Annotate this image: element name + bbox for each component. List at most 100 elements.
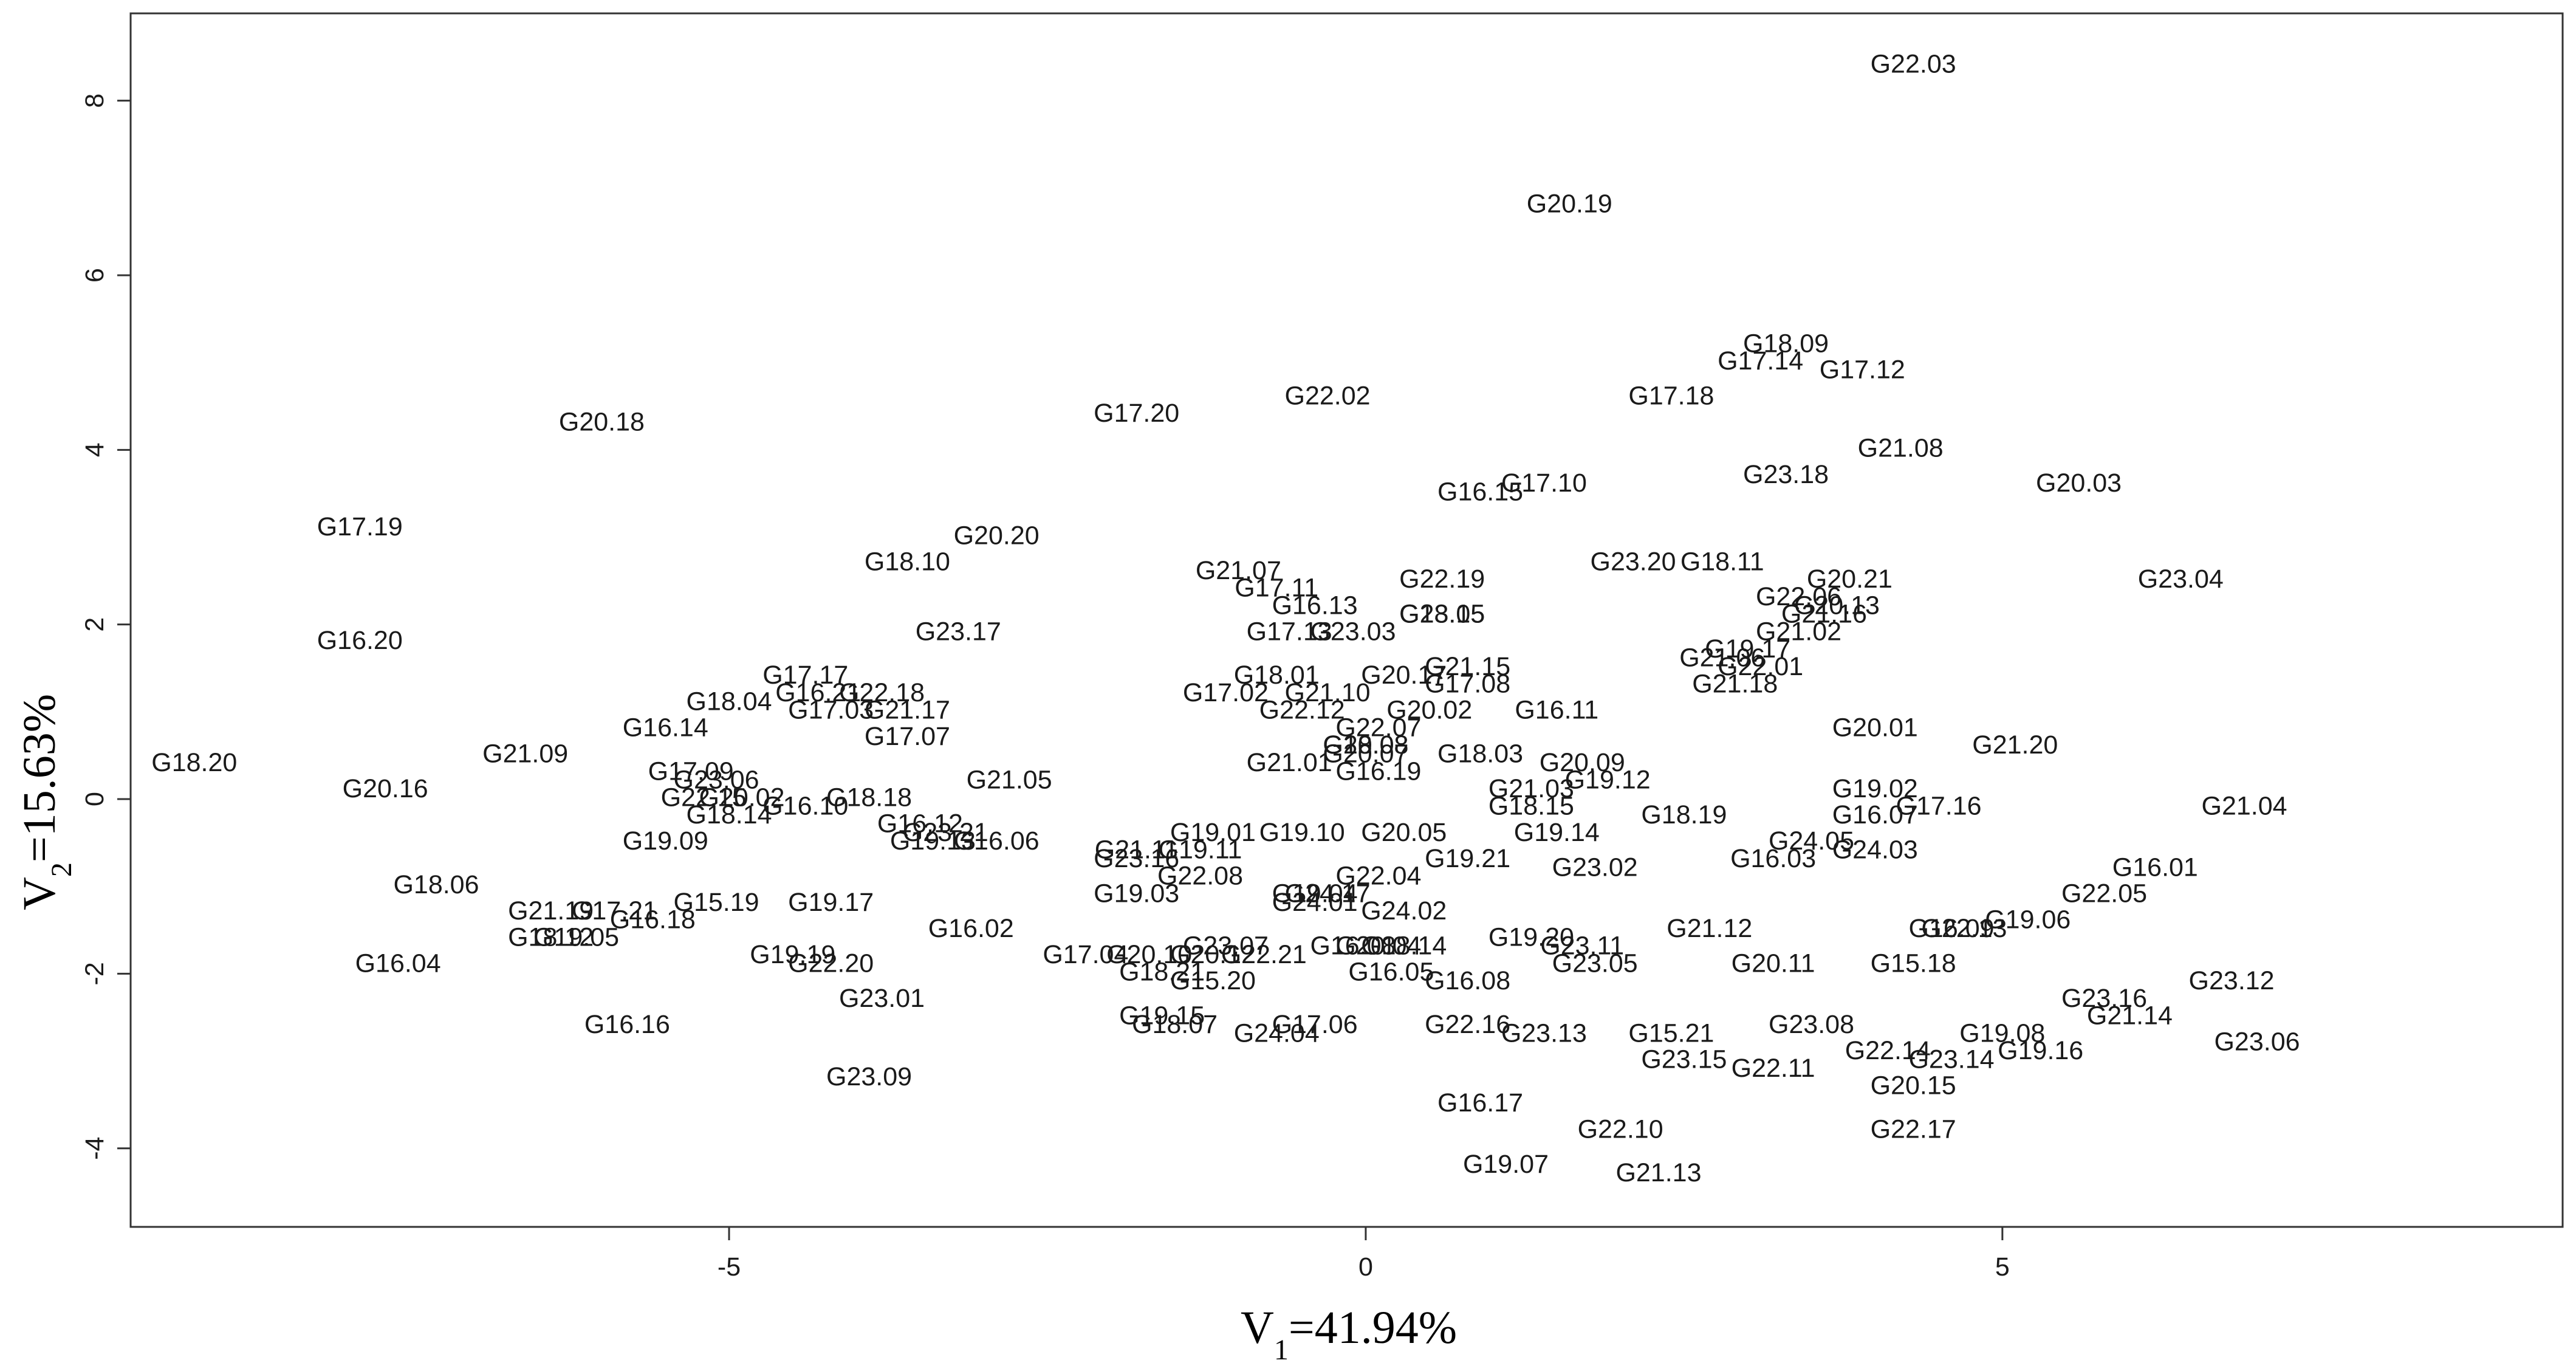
point-label: G16.12 (877, 809, 963, 838)
point-label: G19.17 (788, 888, 874, 917)
point-label: G19.13 (890, 826, 976, 856)
point-label: G20.20 (954, 521, 1040, 550)
point-label: G16.10 (762, 792, 848, 821)
point-label: G21.07 (1196, 556, 1281, 585)
point-label: G16.09 (1908, 914, 1994, 943)
point-label: G16.05 (1348, 958, 1434, 987)
point-label: G23.16 (2061, 984, 2147, 1013)
point-label: G22.17 (1871, 1114, 1956, 1144)
point-label: G21.10 (1285, 678, 1371, 707)
point-label: G19.07 (1463, 1150, 1549, 1179)
point-label: G18.11 (1680, 547, 1764, 576)
point-label: G22.19 (1399, 565, 1485, 594)
point-label: G17.19 (317, 512, 403, 541)
point-label: G20.21 (1807, 565, 1893, 594)
point-label: G23.09 (826, 1062, 912, 1091)
point-label: G19.16 (1998, 1036, 2083, 1065)
point-label: G22.07 (1335, 713, 1421, 742)
point-label: G19.15 (1119, 1001, 1205, 1031)
y-tick-label: 8 (80, 94, 109, 108)
point-label: G16.08 (1310, 932, 1396, 961)
point-label: G18.07 (1132, 1010, 1218, 1039)
point-label: G23.14 (1908, 1045, 1994, 1074)
point-label: G21.15 (1425, 652, 1510, 681)
point-label: G21.09 (482, 740, 568, 769)
y-tick-label: -4 (80, 1137, 109, 1160)
point-label: G15.20 (1170, 966, 1256, 995)
point-label: G21.05 (967, 766, 1052, 795)
x-axis: -5 0 5 (718, 1227, 2010, 1282)
point-label: G18.12 (508, 922, 594, 952)
point-label: G23.20 (1591, 547, 1676, 576)
point-label: G24.05 (1769, 826, 1854, 856)
point-label: G16.08 (1425, 966, 1510, 995)
point-label: G22.20 (788, 949, 874, 978)
point-label: G17.02 (1183, 678, 1269, 707)
point-label: G19.11 (1159, 836, 1242, 865)
point-label: G19.10 (1259, 818, 1345, 847)
point-label: G21.06 (1679, 644, 1765, 673)
y-axis-title-base: V (14, 877, 65, 910)
point-label: G18.14 (1361, 932, 1447, 961)
point-label: G20.05 (1361, 818, 1447, 847)
point-label: G18.18 (826, 783, 912, 812)
point-label: G16.11 (1515, 696, 1598, 725)
point-label: G22.21 (1221, 940, 1307, 969)
point-label: G18.01 (1234, 661, 1320, 690)
point-label: G21.18 (1692, 670, 1778, 699)
point-label: G19.21 (1425, 844, 1510, 873)
point-label: G18.15 (1488, 792, 1574, 821)
y-tick-label: -2 (80, 962, 109, 985)
point-label: G21.08 (1858, 434, 1944, 463)
point-label: G18.15 (1399, 600, 1485, 629)
point-label: G20.15 (1871, 1071, 1956, 1100)
point-label: G19.09 (623, 826, 708, 856)
point-label: G16.20 (317, 626, 403, 655)
point-label: G23.12 (2189, 966, 2275, 995)
point-label: G24.04 (1234, 1018, 1320, 1048)
point-label: G22.02 (1285, 382, 1371, 411)
point-label: G22.13 (1921, 914, 2007, 943)
point-label: G23.16 (1094, 844, 1179, 873)
point-label: G16.21 (775, 678, 861, 707)
point-label: G23.06 (674, 766, 759, 795)
point-label: G22.06 (1756, 582, 1841, 611)
y-axis-title-rest: =15.63% (14, 694, 65, 862)
point-label: G18.20 (151, 748, 237, 777)
point-label: G21.13 (1615, 1158, 1701, 1187)
point-label: G16.03 (1730, 844, 1816, 873)
point-label: G18.09 (1743, 329, 1829, 358)
point-label: G20.11 (1732, 949, 1815, 978)
point-label: G22.08 (1157, 862, 1243, 891)
point-label: G21.04 (2202, 792, 2287, 821)
point-label: G16.16 (584, 1010, 670, 1039)
point-label: G20.01 (1832, 713, 1918, 742)
point-label: G23.17 (916, 617, 1001, 646)
point-label: G16.17 (1437, 1088, 1523, 1118)
point-label: G19.08 (1959, 1018, 2045, 1048)
point-label: G23.08 (1769, 1010, 1854, 1039)
point-label: G19.02 (1832, 774, 1918, 803)
point-label: G23.21 (903, 818, 988, 847)
point-label: G17.11 (1235, 574, 1318, 603)
point-label: G17.18 (1628, 382, 1714, 411)
point-label: G19.19 (750, 940, 835, 969)
point-label: G22.12 (1259, 696, 1345, 725)
point-label: G19.03 (1094, 879, 1179, 908)
point-label: G23.05 (1552, 949, 1638, 978)
point-label: G20.03 (2036, 469, 2122, 498)
point-label: G24.17 (1285, 879, 1371, 908)
point-label: G18.10 (865, 547, 950, 576)
point-label: G19.05 (533, 922, 619, 952)
point-label: G24.03 (1832, 836, 1918, 865)
point-label: G19.17 (1705, 634, 1790, 664)
point-label: G16.19 (1335, 757, 1421, 786)
x-axis-title-rest: =41.94% (1289, 1302, 1457, 1353)
point-label: G21.11 (1095, 836, 1179, 865)
point-label: G17.21 (572, 896, 657, 925)
point-label: G21.02 (1756, 617, 1841, 646)
point-label: G24.01 (1272, 888, 1358, 917)
point-label: G17.07 (865, 722, 950, 751)
